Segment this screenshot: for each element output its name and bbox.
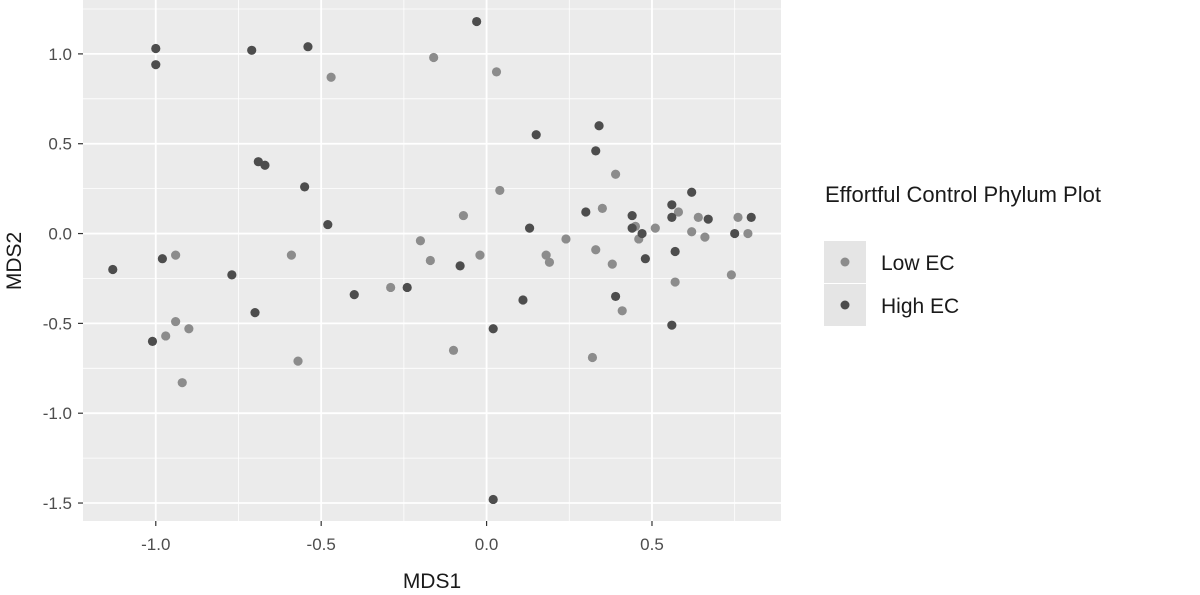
data-point-high-ec: [323, 219, 333, 230]
data-point-high-ec: [402, 282, 412, 293]
data-point-low-ec: [544, 257, 555, 267]
x-tick-label: -1.0: [141, 535, 170, 554]
data-point-high-ec: [670, 246, 680, 257]
data-point-high-ec: [108, 264, 118, 275]
y-axis-title: MDS2: [3, 232, 26, 290]
data-point-low-ec: [386, 282, 396, 293]
data-point-high-ec: [531, 130, 541, 140]
data-point-low-ec: [597, 203, 607, 213]
data-point-high-ec: [581, 207, 591, 217]
data-point-high-ec: [591, 146, 601, 156]
data-point-low-ec: [733, 212, 743, 222]
x-tick-label: 0.0: [475, 535, 499, 554]
legend-title: Effortful Control Phylum Plot: [825, 182, 1101, 207]
data-point-high-ec: [151, 60, 161, 70]
data-point-high-ec: [627, 210, 637, 221]
x-axis-title: MDS1: [403, 570, 461, 593]
data-point-low-ec: [726, 270, 736, 280]
data-point-low-ec: [617, 306, 627, 316]
data-point-low-ec: [607, 259, 617, 269]
x-tick-label: 0.5: [640, 535, 664, 554]
data-point-high-ec: [303, 42, 313, 52]
y-tick-label: 1.0: [48, 45, 72, 64]
data-point-low-ec: [171, 250, 181, 260]
data-point-high-ec: [455, 261, 465, 271]
data-point-low-ec: [587, 352, 598, 363]
data-point-high-ec: [703, 214, 713, 224]
data-point-high-ec: [147, 336, 158, 346]
data-point-high-ec: [746, 212, 756, 222]
data-point-low-ec: [326, 72, 336, 82]
data-point-low-ec: [591, 245, 601, 255]
data-point-low-ec: [687, 227, 697, 237]
y-tick-label: -1.5: [43, 494, 72, 513]
data-point-high-ec: [627, 223, 637, 233]
data-point-low-ec: [425, 255, 435, 266]
data-point-low-ec: [670, 277, 680, 287]
data-point-low-ec: [561, 234, 571, 244]
data-point-high-ec: [247, 45, 257, 55]
data-point-low-ec: [743, 228, 753, 239]
data-point-low-ec: [673, 207, 684, 217]
data-point-low-ec: [541, 250, 551, 260]
data-point-high-ec: [667, 200, 677, 210]
data-point-high-ec: [300, 182, 310, 192]
data-point-low-ec: [458, 210, 469, 221]
data-point-low-ec: [415, 236, 426, 246]
y-axis: -1.5 -1.0 -0.5 0.0 0.5 1.0: [43, 45, 83, 513]
major-grid: [83, 0, 781, 521]
data-point-low-ec: [693, 212, 703, 222]
data-point-high-ec: [524, 223, 535, 233]
legend-label-high-ec: High EC: [881, 295, 959, 318]
data-point-low-ec: [448, 345, 459, 355]
data-point-high-ec: [667, 212, 677, 222]
data-point-high-ec: [730, 228, 740, 239]
data-point-low-ec: [491, 67, 502, 77]
legend-swatch-low-ec: [840, 257, 850, 267]
data-point-low-ec: [293, 356, 303, 366]
x-axis: -1.0 -0.5 0.0 0.5: [141, 521, 664, 554]
data-points: [108, 16, 756, 505]
data-point-low-ec: [184, 324, 194, 334]
data-point-low-ec: [161, 331, 171, 341]
legend: Effortful Control Phylum Plot Low EC Hig…: [824, 182, 1101, 326]
data-point-low-ec: [495, 185, 505, 196]
data-point-high-ec: [667, 320, 677, 330]
y-tick-label: 0.5: [48, 135, 72, 154]
data-point-low-ec: [650, 223, 660, 233]
data-point-high-ec: [610, 291, 621, 302]
data-point-low-ec: [700, 232, 710, 242]
data-point-low-ec: [429, 52, 439, 63]
data-point-high-ec: [640, 254, 650, 264]
data-point-low-ec: [171, 316, 181, 327]
data-point-high-ec: [250, 308, 260, 318]
data-point-low-ec: [475, 250, 485, 260]
data-point-low-ec: [177, 378, 187, 388]
data-point-high-ec: [518, 295, 528, 305]
data-point-high-ec: [687, 187, 697, 197]
y-tick-label: -0.5: [43, 314, 72, 333]
minor-grid: [83, 0, 781, 521]
data-point-high-ec: [260, 160, 270, 170]
data-point-low-ec: [286, 250, 297, 260]
y-tick-label: -1.0: [43, 404, 72, 423]
data-point-high-ec: [157, 254, 167, 264]
data-point-high-ec: [227, 270, 237, 280]
data-point-low-ec: [610, 169, 621, 179]
data-point-high-ec: [151, 43, 161, 54]
data-point-high-ec: [349, 290, 359, 300]
x-tick-label: -0.5: [307, 535, 336, 554]
legend-label-low-ec: Low EC: [881, 252, 955, 275]
data-point-high-ec: [637, 228, 647, 239]
data-point-high-ec: [488, 494, 498, 505]
legend-swatch-high-ec: [840, 300, 850, 310]
data-point-high-ec: [488, 324, 498, 334]
data-point-high-ec: [472, 16, 482, 27]
data-point-high-ec: [594, 121, 604, 131]
y-tick-label: 0.0: [48, 225, 72, 244]
